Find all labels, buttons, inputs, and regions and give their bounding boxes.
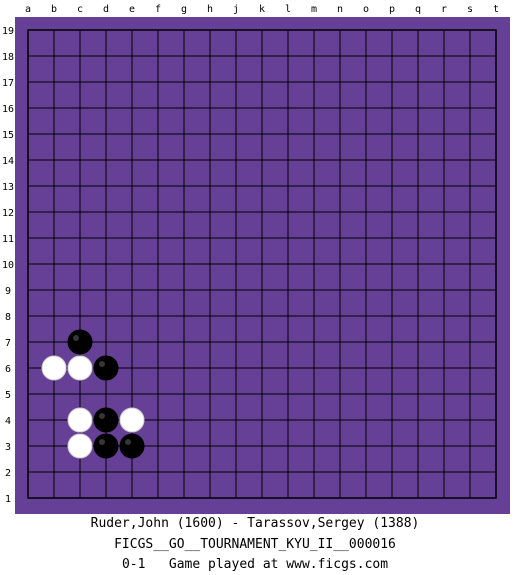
row-label: 12 [2, 208, 14, 219]
row-label: 2 [5, 468, 11, 479]
row-label: 18 [2, 52, 14, 63]
row-label: 5 [5, 390, 11, 401]
row-label: 16 [2, 104, 14, 115]
row-label: 14 [2, 156, 14, 167]
game-players: Ruder,John (1600) - Tarassov,Sergey (138… [90, 516, 420, 531]
column-label: t [493, 4, 499, 15]
white-stone [67, 433, 93, 459]
stone-highlight [73, 335, 79, 341]
column-label: j [233, 4, 239, 15]
stone-highlight [125, 439, 131, 445]
row-label: 9 [5, 286, 11, 297]
stone-highlight [99, 439, 105, 445]
column-label: h [207, 4, 213, 15]
column-label: k [259, 4, 265, 15]
row-label: 15 [2, 130, 14, 141]
column-label: d [103, 4, 109, 15]
black-stone [119, 433, 145, 459]
stone-highlight [99, 361, 105, 367]
game-result: 0-1 Game played at www.ficgs.com [121, 557, 389, 572]
column-label: a [25, 4, 31, 15]
column-label: m [311, 4, 317, 15]
row-label: 1 [5, 494, 11, 505]
white-stone [41, 355, 67, 381]
column-label: f [155, 4, 161, 15]
column-label: n [337, 4, 343, 15]
row-label: 8 [5, 312, 11, 323]
row-label: 13 [2, 182, 14, 193]
stones-layer [41, 329, 145, 459]
column-label: c [77, 4, 83, 15]
stone-highlight [99, 413, 105, 419]
column-label: q [415, 4, 421, 15]
black-stone [67, 329, 93, 355]
row-label: 4 [5, 416, 11, 427]
row-labels: 19 18 17 16 15 14 13 12 11 10 9 8 7 6 5 4 3 2 1 [2, 26, 14, 505]
row-label: 19 [2, 26, 14, 37]
grid-lines [27, 29, 497, 499]
white-stone [67, 407, 93, 433]
column-label: s [467, 4, 473, 15]
black-stone [93, 355, 119, 381]
row-label: 7 [5, 338, 11, 349]
black-stone [93, 433, 119, 459]
white-stone [67, 355, 93, 381]
column-label: o [363, 4, 369, 15]
board-border [27, 29, 497, 499]
column-label: r [441, 4, 447, 15]
white-stone [119, 407, 145, 433]
black-stone [93, 407, 119, 433]
row-label: 17 [2, 78, 14, 89]
row-label: 6 [5, 364, 11, 375]
column-label: e [129, 4, 135, 15]
row-label: 10 [2, 260, 14, 271]
row-label: 3 [5, 442, 11, 453]
row-label: 11 [2, 234, 14, 245]
column-label: p [389, 4, 395, 15]
column-label: b [51, 4, 57, 15]
game-event: FICGS__GO__TOURNAMENT_KYU_II__000016 [114, 537, 396, 552]
column-label: g [181, 4, 187, 15]
column-label: l [285, 4, 291, 15]
